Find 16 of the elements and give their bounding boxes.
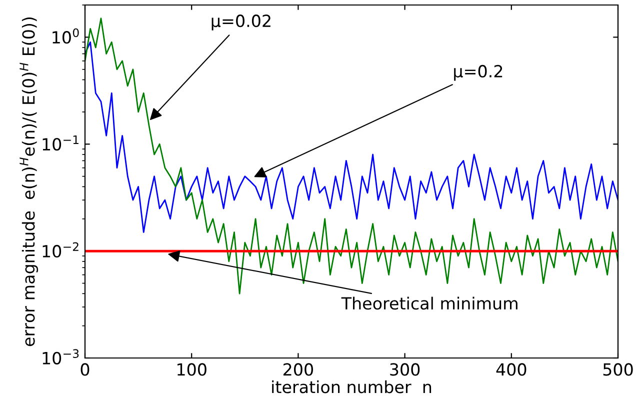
annotation: μ=0.02 (212, 14, 270, 30)
x-axis-title: iteration number n (272, 380, 432, 394)
x-tick-label: 300 (390, 363, 420, 376)
y-tick-label: 10$^{−3}$ (42, 349, 79, 364)
annotation: Theoretical minimum (341, 296, 518, 310)
line-series (85, 41, 618, 233)
x-tick-label: 500 (603, 363, 633, 376)
x-tick-label: 100 (178, 363, 206, 376)
annotation: μ=0.2 (454, 64, 502, 81)
x-tick-label: 400 (496, 363, 526, 376)
x-tick-label: 200 (284, 363, 313, 376)
y-tick-label: 10$^{0}$ (52, 28, 79, 44)
x-tick-label: 0 (80, 363, 90, 376)
y-tick-label: 10$^{−1}$ (42, 135, 78, 151)
y-axis-title: error magnitude e(n)$^{H}$e(n)/( E(0)$^{H}$ E(0)) (20, 17, 38, 346)
y-tick-label: 10$^{−2}$ (42, 242, 78, 258)
